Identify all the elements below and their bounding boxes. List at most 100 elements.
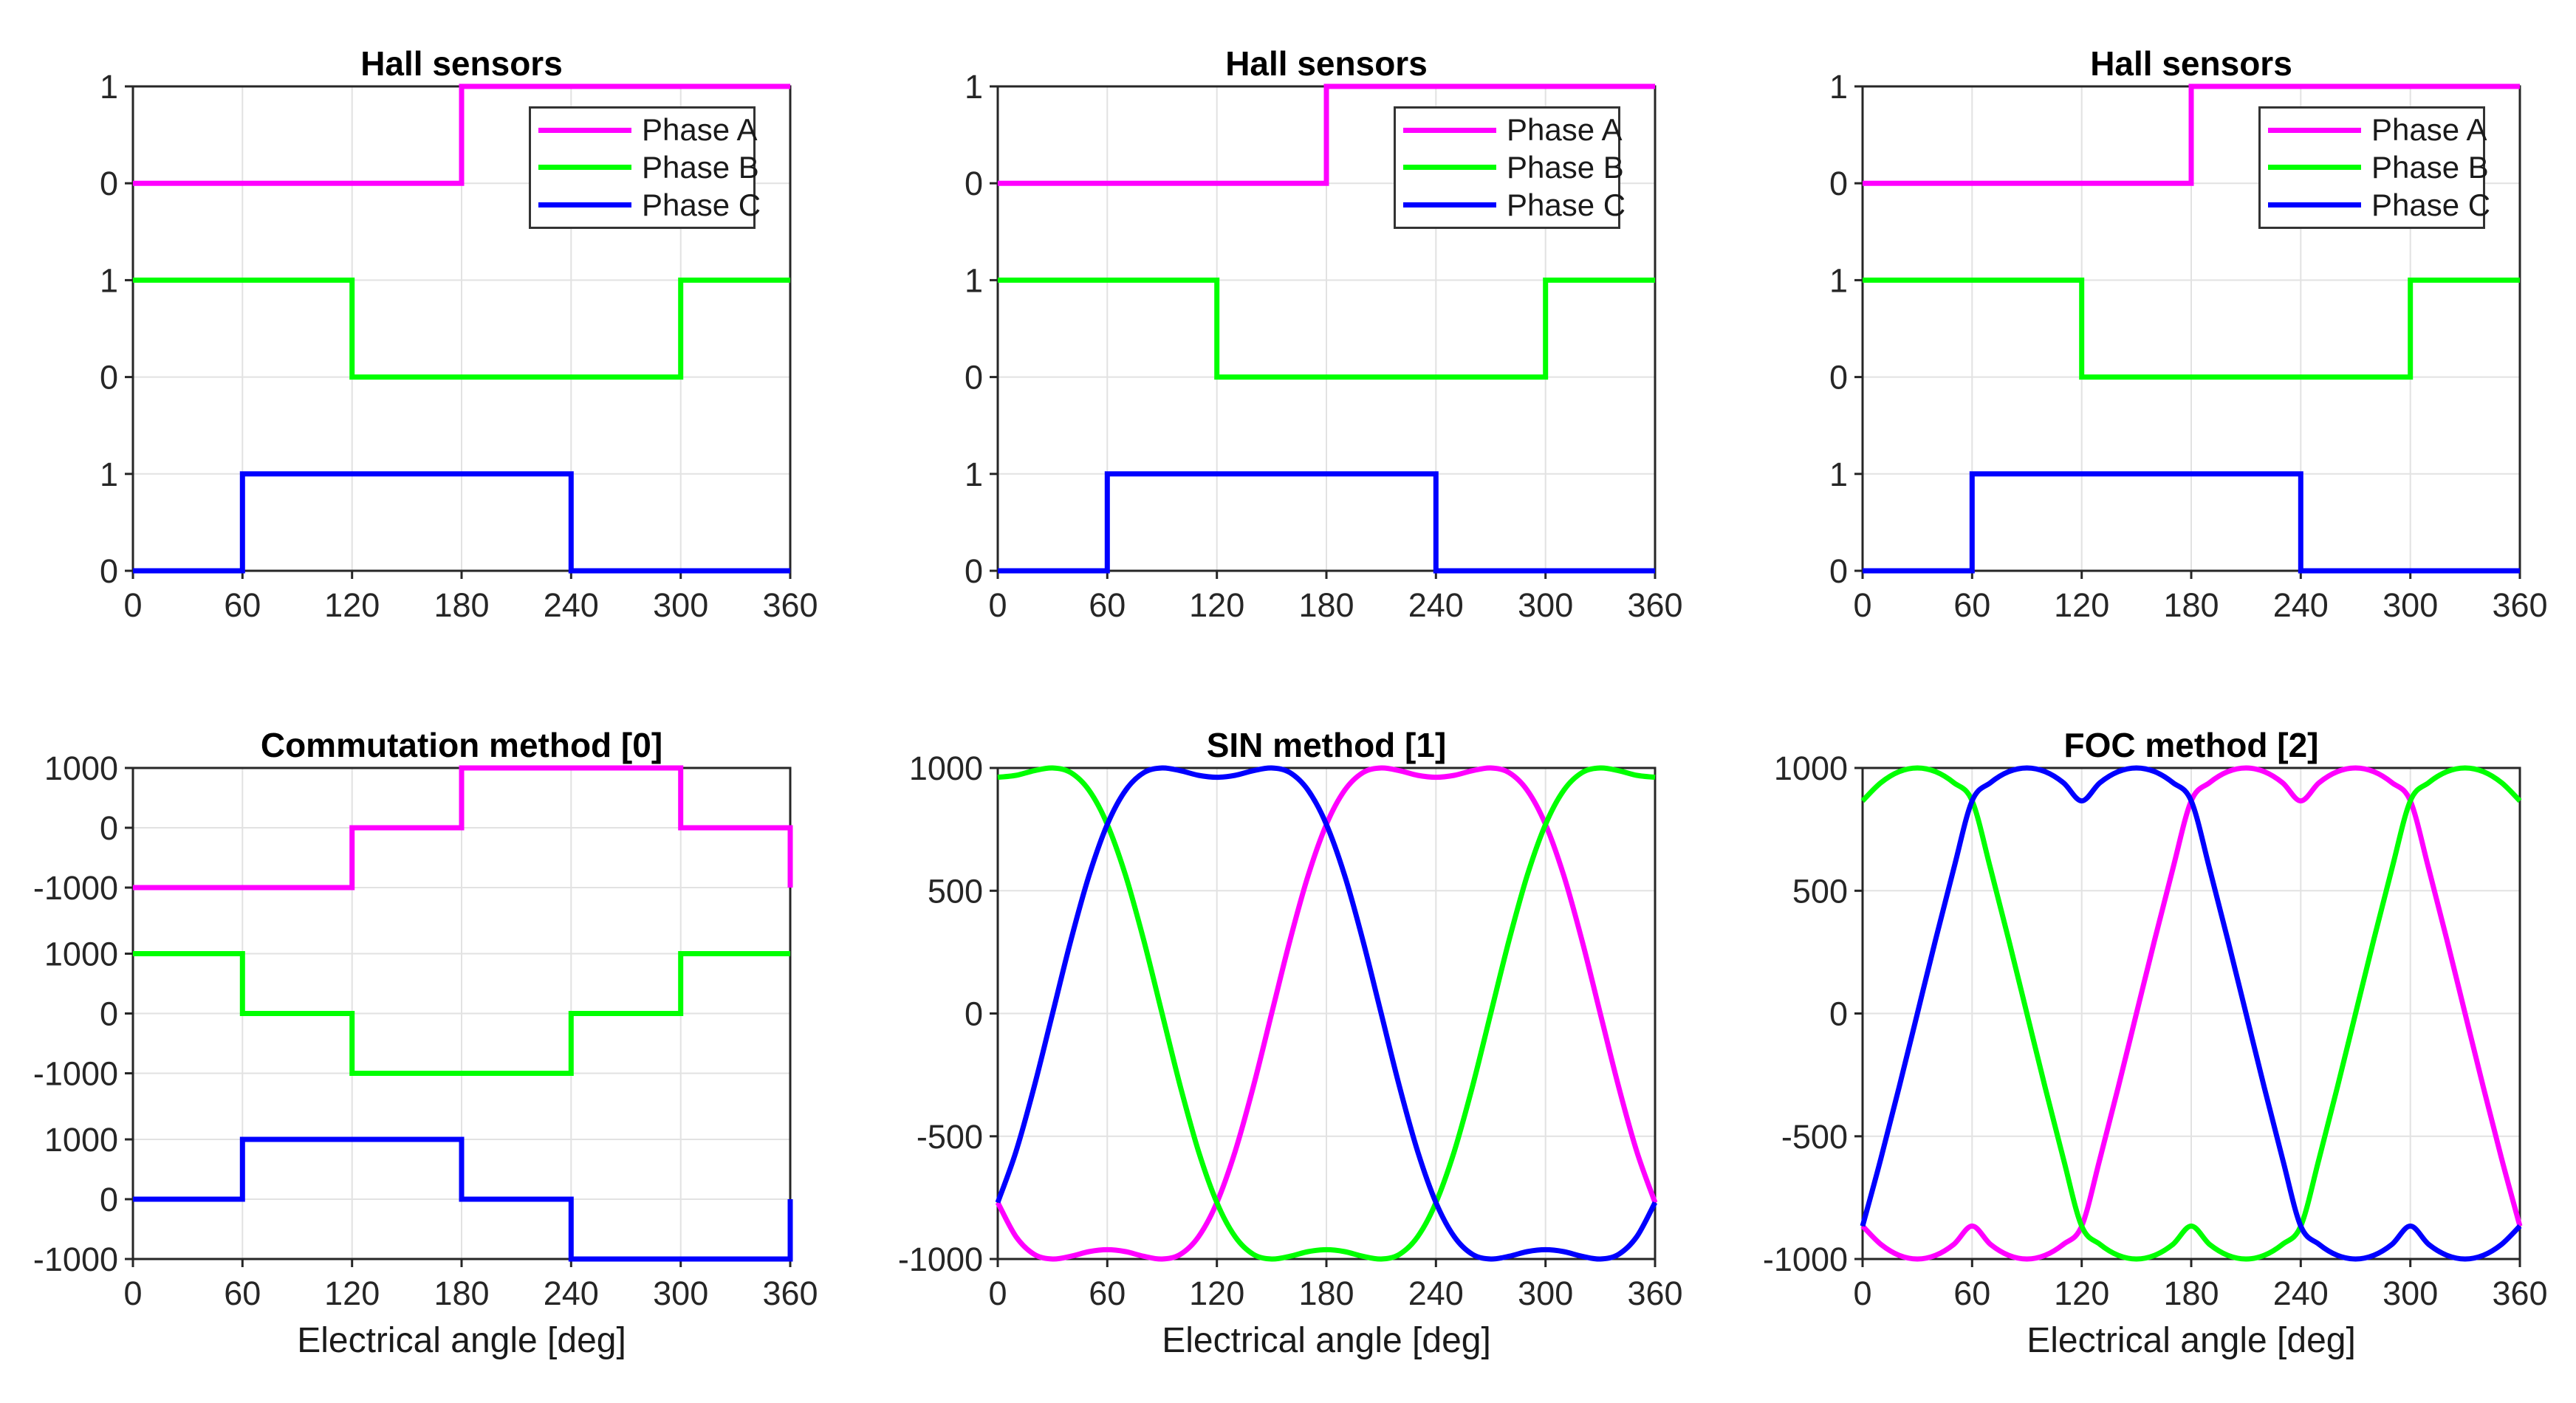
x-tick-label: 60 [1089,1275,1126,1312]
y-tick-label: 0 [965,165,983,202]
x-tick-label: 360 [2492,586,2547,624]
legend-label: Phase A [2371,112,2487,148]
plot-title-foc: FOC method [2] [2063,726,2319,764]
legend-item: Phase B [2261,150,2489,185]
x-tick-label: 240 [2273,1275,2329,1312]
legend-label: Phase C [2371,187,2491,222]
legend-item: Phase A [2261,112,2487,147]
y-tick-label: 0 [100,359,118,397]
series-line-phase-b [997,765,1656,1262]
y-tick-label: -500 [917,1118,983,1156]
series-line-phase-a [133,83,790,186]
y-tick-label: 1 [100,261,118,299]
y-tick-label: 1000 [909,749,983,787]
legend-label: Phase B [2371,149,2489,185]
legend-item: Phase B [531,150,759,185]
y-tick-label: -500 [1781,1118,1848,1156]
legend-item: Phase C [531,188,761,222]
series-line-phase-c [133,1136,793,1262]
y-tick-label: 1 [965,261,983,299]
plot-title-commutation: Commutation method [0] [260,726,663,764]
series-line-phase-c [995,765,1658,1262]
series-line-phase-c [133,471,790,574]
legend-line-sample-phase-c [2268,202,2361,208]
series-line-phase-b [1860,765,2522,1262]
x-tick-label: 0 [988,1275,1007,1312]
legend-line-sample-phase-b [538,165,631,171]
plot-title-hall-1: Hall sensors [360,44,563,83]
legend-line-sample-phase-b [2268,165,2361,171]
y-tick-label: 0 [1829,359,1848,397]
legend-label: Phase C [642,187,761,222]
y-tick-label: 0 [1829,165,1848,202]
plot-title-hall-2: Hall sensors [1225,44,1428,83]
x-tick-label: 300 [2383,586,2438,624]
legend-label: Phase A [642,112,758,148]
legend-item: Phase B [1396,150,1624,185]
y-tick-label: 500 [928,872,983,910]
legend: Phase A Phase B Phase C [1394,106,1626,229]
y-tick-label: 1 [100,68,118,106]
x-tick-label: 300 [2383,1275,2438,1312]
legend: Phase A Phase B Phase C [2258,106,2490,229]
legend-label: Phase B [1507,149,1624,185]
y-tick-label: 1000 [44,1121,118,1159]
series-line-phase-c [1863,471,2520,574]
plot-title-sin: SIN method [1] [1206,726,1447,764]
x-tick-label: 240 [2273,586,2329,624]
x-tick-label: 240 [1408,1275,1464,1312]
y-tick-label: 1000 [44,749,118,787]
y-tick-label: 1 [1829,261,1848,299]
series-line-phase-a [133,765,793,891]
x-tick-label: 120 [324,586,380,624]
series-line-phase-b [998,277,1655,380]
x-tick-label: 120 [1189,1275,1244,1312]
y-tick-label: 0 [965,552,983,590]
y-tick-label: 1 [965,68,983,106]
x-tick-label: 360 [762,586,818,624]
y-tick-label: -1000 [898,1241,983,1278]
x-tick-label: 240 [544,1275,599,1312]
legend-label: Phase A [1507,112,1623,148]
x-tick-label: 360 [2492,1275,2547,1312]
legend-item: Phase C [1396,188,1626,222]
y-tick-label: -1000 [1763,1241,1848,1278]
x-tick-label: 60 [224,586,261,624]
x-tick-label: 300 [653,1275,708,1312]
y-tick-label: 0 [100,995,118,1033]
x-tick-label: 60 [1953,586,1990,624]
x-tick-label: 300 [1518,586,1573,624]
series-line-phase-b [133,277,790,380]
y-tick-label: 0 [965,359,983,397]
legend: Phase A Phase B Phase C [529,106,761,229]
legend-line-sample-phase-c [1403,202,1496,208]
series-line-phase-a [998,83,1655,186]
y-tick-label: -1000 [33,869,118,907]
x-tick-label: 360 [1627,1275,1682,1312]
legend-label: Phase B [642,149,759,185]
legend-line-sample-phase-a [1403,127,1496,133]
y-tick-label: 1000 [1774,749,1848,787]
y-tick-label: -1000 [33,1055,118,1093]
x-tick-label: 120 [1189,586,1244,624]
y-tick-label: 0 [1829,552,1848,590]
y-tick-label: 1000 [44,936,118,973]
y-tick-label: 0 [100,165,118,202]
y-tick-label: 1 [100,456,118,493]
x-tick-label: 300 [653,586,708,624]
y-tick-label: 0 [100,1181,118,1218]
legend-label: Phase C [1507,187,1626,222]
x-tick-label: 180 [2163,586,2219,624]
legend-line-sample-phase-a [538,127,631,133]
series-line-phase-a [1863,83,2520,186]
y-tick-label: -1000 [33,1241,118,1278]
x-tick-label: 300 [1518,1275,1573,1312]
y-tick-label: 1 [1829,456,1848,493]
x-axis-label-commutation: Electrical angle [deg] [297,1321,626,1360]
legend-item: Phase A [1396,112,1622,147]
x-tick-label: 180 [434,586,489,624]
series-line-phase-c [998,471,1655,574]
y-tick-label: 1 [1829,68,1848,106]
